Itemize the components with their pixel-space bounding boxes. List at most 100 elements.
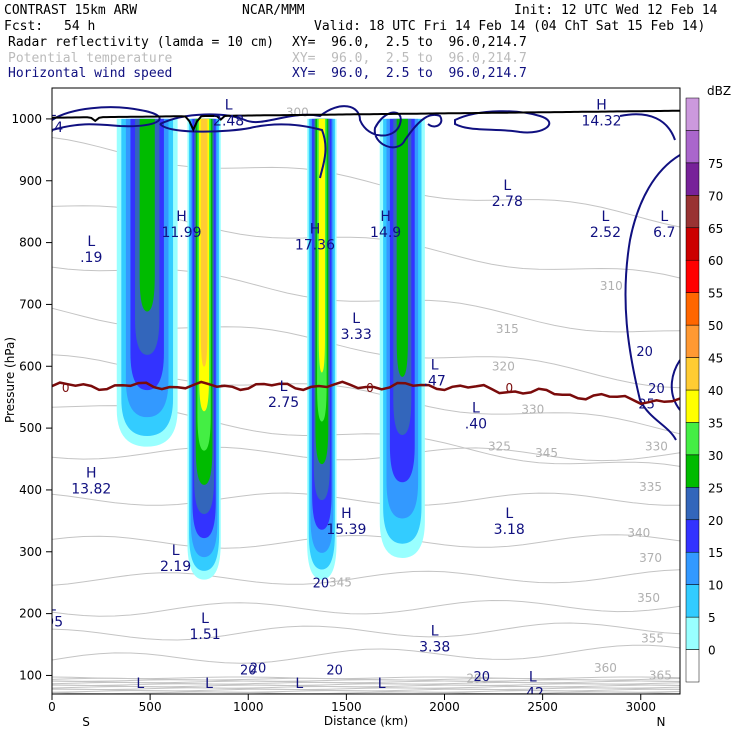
colorbar-swatch bbox=[685, 97, 700, 131]
center-value: .90 bbox=[371, 692, 393, 708]
theta-line bbox=[52, 622, 680, 641]
wind-label: 20 bbox=[240, 663, 257, 678]
theta-label: 340 bbox=[627, 526, 650, 540]
theta-label: 355 bbox=[641, 631, 664, 645]
wind-label: 20 bbox=[648, 382, 665, 397]
center-type: H bbox=[176, 209, 187, 225]
theta-label: 310 bbox=[600, 279, 623, 293]
colorbar-swatch bbox=[685, 357, 700, 391]
theta-label: 345 bbox=[535, 446, 558, 460]
x-tick-label: 2500 bbox=[527, 700, 558, 714]
theta-line bbox=[52, 680, 680, 684]
center-value: .42 bbox=[522, 686, 544, 702]
colorbar-swatch bbox=[685, 259, 700, 293]
wind-contour bbox=[624, 154, 680, 441]
theta-line bbox=[52, 599, 680, 617]
colorbar-label: 75 bbox=[708, 157, 723, 171]
center-type: L bbox=[295, 676, 303, 692]
theta-line bbox=[52, 676, 680, 680]
colorbar-label: 60 bbox=[708, 254, 723, 268]
theta-line bbox=[52, 644, 680, 664]
theta-line bbox=[52, 677, 680, 681]
center-value: 13.82 bbox=[71, 482, 111, 498]
pressure-center-high: H13.82 bbox=[71, 466, 111, 498]
center-value: .14 bbox=[41, 120, 63, 136]
center-type: L bbox=[378, 676, 386, 692]
center-value: 17.36 bbox=[295, 237, 335, 253]
theta-label: 315 bbox=[496, 322, 519, 336]
center-type: L bbox=[602, 209, 610, 225]
colorbar-unit: dBZ bbox=[707, 84, 731, 98]
center-type: L bbox=[352, 311, 360, 327]
theta-line bbox=[52, 684, 680, 688]
theta-label: 345 bbox=[329, 576, 352, 590]
pressure-center-high: H15.39 bbox=[326, 506, 366, 538]
center-value: 3.38 bbox=[419, 639, 450, 655]
theta-label: 360 bbox=[594, 661, 617, 675]
pressure-center-low: L.14 bbox=[41, 104, 63, 136]
center-type: L bbox=[201, 611, 209, 627]
theta-line bbox=[52, 569, 680, 586]
colorbar-swatch bbox=[685, 162, 700, 196]
fcst-value: 54 h bbox=[64, 19, 96, 34]
x-tick-label: 3000 bbox=[625, 700, 656, 714]
center-type: L bbox=[431, 357, 439, 373]
theta-label: 295 bbox=[466, 672, 489, 686]
theta-label: 365 bbox=[649, 668, 672, 682]
theta-line bbox=[52, 687, 680, 690]
center-type: L bbox=[431, 623, 439, 639]
reflectivity-cell bbox=[307, 118, 337, 580]
center-type: H bbox=[596, 98, 607, 114]
pressure-center-low: L2.78 bbox=[492, 178, 523, 210]
center-type: L bbox=[505, 506, 513, 522]
center-type: L bbox=[172, 543, 180, 559]
center-type: H bbox=[86, 466, 97, 482]
center-type: H bbox=[380, 209, 391, 225]
reflectivity-cell bbox=[116, 118, 178, 447]
y-axis-label: Pressure (hPa) bbox=[3, 337, 17, 423]
center-value: 3.18 bbox=[494, 522, 525, 538]
colorbar-label: 25 bbox=[708, 481, 723, 495]
colorbar-label: 40 bbox=[708, 384, 723, 398]
center-value: 15.39 bbox=[326, 522, 366, 538]
colorbar-swatch bbox=[685, 616, 700, 650]
theta-label: 330 bbox=[645, 440, 668, 454]
center-value: 2.75 bbox=[268, 395, 299, 411]
plot-frame bbox=[51, 87, 681, 695]
x-tick-label: 1500 bbox=[331, 700, 362, 714]
center-value: 11.99 bbox=[161, 225, 201, 241]
x-tick-label: 500 bbox=[139, 700, 162, 714]
field-wind-xy: XY= 96.0, 2.5 to 96.0,214.7 bbox=[292, 66, 527, 81]
field-theta-name: Potential temperature bbox=[8, 51, 173, 66]
colorbar-swatch bbox=[685, 130, 700, 164]
freezing-level-label: 0 bbox=[62, 381, 70, 395]
center-type: L bbox=[472, 401, 480, 417]
pressure-center-low: L3.29 bbox=[125, 676, 156, 694]
wind-label: 20 bbox=[636, 345, 653, 360]
field-reflectivity-name: Radar reflectivity (lamda = 10 cm) bbox=[8, 35, 275, 50]
center-type: L bbox=[503, 178, 511, 194]
center-type: H bbox=[341, 506, 352, 522]
center-type: L bbox=[280, 379, 288, 395]
colorbar-swatch bbox=[685, 324, 700, 358]
center-value: .80 bbox=[288, 692, 310, 708]
colorbar-label: 30 bbox=[708, 449, 723, 463]
colorbar-swatch bbox=[685, 519, 700, 553]
pressure-center-high: H14.9 bbox=[370, 209, 401, 241]
pressure-center-low: L2.19 bbox=[160, 543, 191, 575]
pressure-center-low: L1.51 bbox=[189, 611, 220, 643]
theta-label: 370 bbox=[639, 551, 662, 565]
colorbar-swatch bbox=[685, 389, 700, 423]
center-value: 2.52 bbox=[590, 225, 621, 241]
y-tick-label: 100 bbox=[19, 668, 42, 682]
theta-label: 330 bbox=[521, 403, 544, 417]
center-type: L bbox=[205, 676, 213, 692]
colorbar-swatch bbox=[685, 454, 700, 488]
wind-contour bbox=[52, 106, 161, 131]
y-tick-label: 300 bbox=[19, 545, 42, 559]
theta-label: 300 bbox=[286, 106, 309, 120]
center-value: 6.7 bbox=[653, 225, 675, 241]
freezing-level-label: 0 bbox=[505, 381, 513, 395]
